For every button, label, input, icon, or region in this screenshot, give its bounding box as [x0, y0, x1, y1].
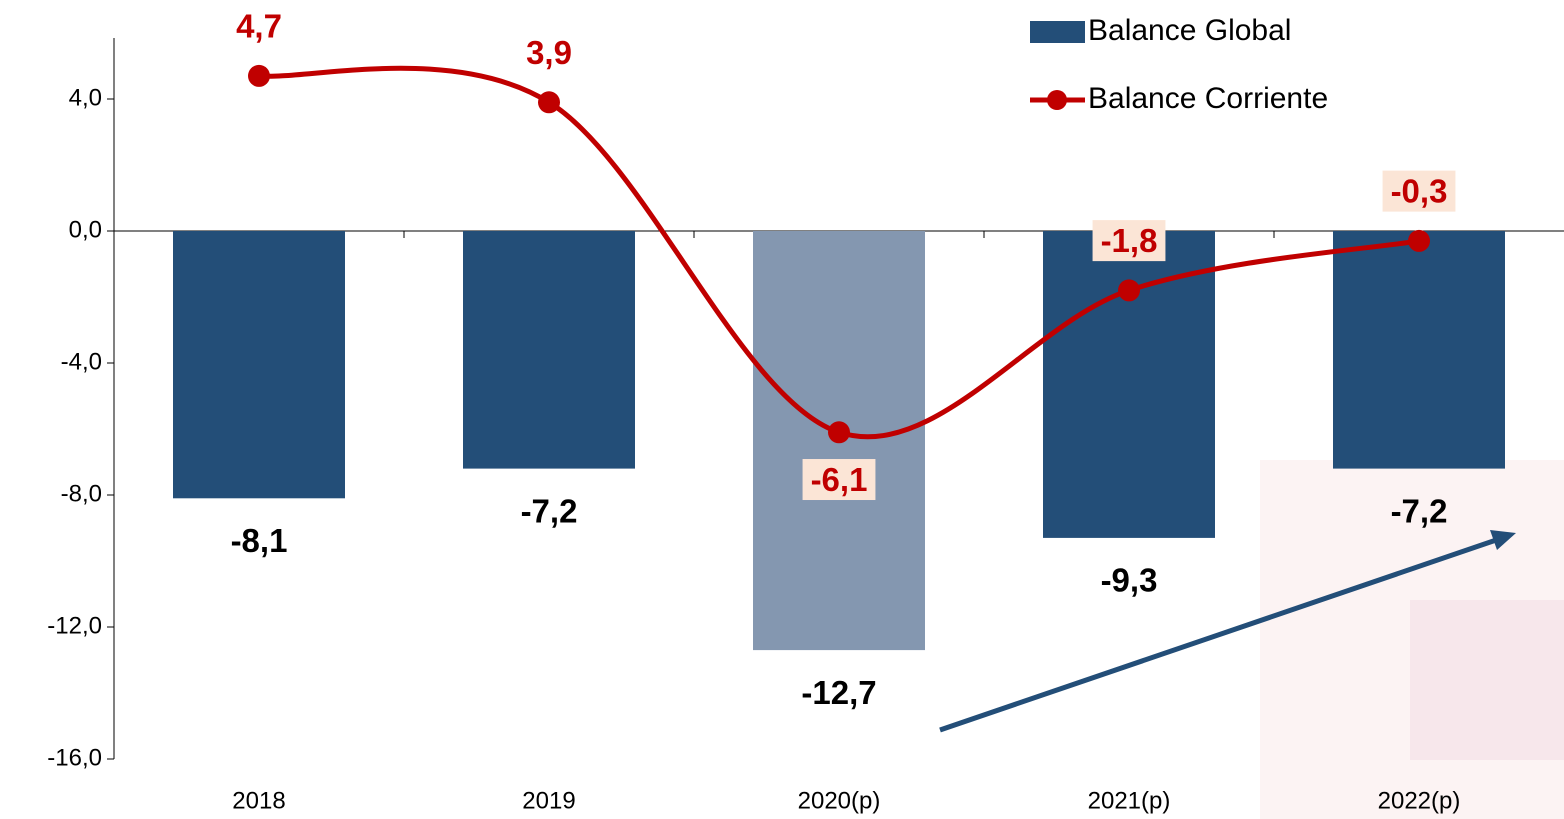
- value-label-bg: [1092, 220, 1166, 262]
- y-tick-label: -16,0: [47, 744, 102, 771]
- y-tick-label: -8,0: [61, 480, 102, 507]
- line-marker: [1408, 229, 1430, 252]
- x-tick-label: 2019: [522, 787, 575, 814]
- bar: [1333, 231, 1505, 469]
- bar-value-label: -7,2: [1391, 492, 1448, 529]
- y-tick-label: -4,0: [61, 348, 102, 375]
- trend-arrow: [939, 534, 1506, 733]
- legend-label: Balance Global: [1088, 14, 1291, 47]
- y-tick-label: -12,0: [47, 612, 102, 639]
- value-label-bg: [802, 459, 876, 501]
- y-tick-label: 0,0: [69, 216, 102, 243]
- x-tick-label: 2018: [232, 787, 285, 814]
- line-value-label: 4,7: [236, 8, 282, 45]
- line-marker: [1118, 279, 1140, 302]
- line-value-label: -6,1: [811, 461, 868, 498]
- x-tick-label: 2021(p): [1088, 787, 1171, 814]
- trend-arrow-head: [1490, 530, 1516, 550]
- bar-value-label: -7,2: [521, 492, 578, 529]
- decor: [1260, 460, 1564, 819]
- legend-marker: [1047, 90, 1067, 110]
- line-value-label: -1,8: [1101, 222, 1158, 259]
- line-marker: [538, 91, 560, 114]
- y-tick-label: 4,0: [69, 84, 102, 111]
- legend-swatch: [1030, 21, 1085, 43]
- line-value-label: 3,9: [526, 34, 572, 71]
- bar-value-label: -12,7: [801, 674, 876, 711]
- x-tick-label: 2020(p): [798, 787, 881, 814]
- value-label-bg: [1382, 170, 1456, 212]
- line-marker: [248, 64, 270, 87]
- x-tick-label: 2022(p): [1378, 787, 1461, 814]
- bar: [463, 231, 635, 469]
- bar-value-label: -8,1: [231, 522, 288, 559]
- bar: [173, 231, 345, 499]
- line-marker: [828, 421, 850, 444]
- bar: [1043, 231, 1215, 538]
- bar-value-label: -9,3: [1101, 562, 1158, 599]
- legend-label: Balance Corriente: [1088, 82, 1328, 115]
- line-value-label: -0,3: [1391, 173, 1448, 210]
